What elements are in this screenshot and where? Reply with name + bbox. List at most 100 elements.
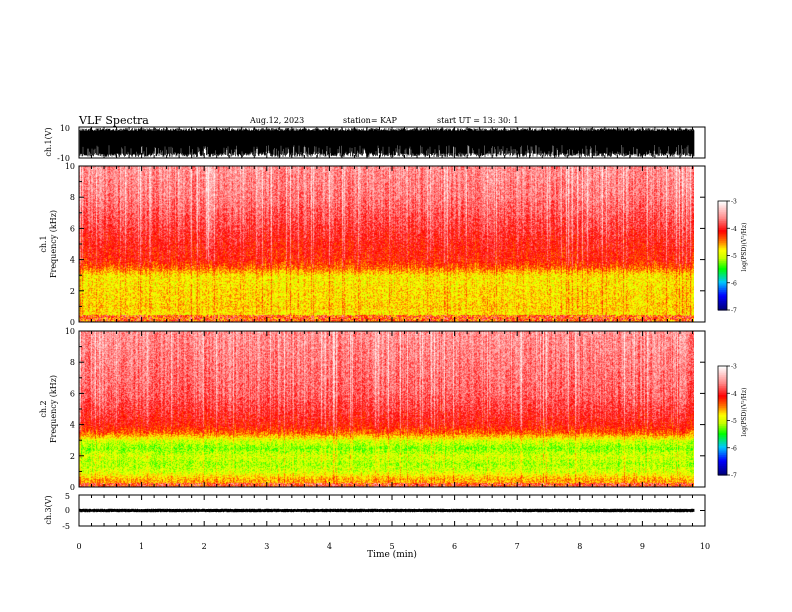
colorbar-segment xyxy=(718,435,727,438)
colorbar-tick-label: -3 xyxy=(731,199,737,206)
colorbar-tick-label: -7 xyxy=(731,308,737,315)
colorbar-segment xyxy=(718,427,727,431)
colorbar-segment xyxy=(718,266,727,269)
colorbar-segment xyxy=(718,393,727,396)
colorbar-segment xyxy=(718,202,727,206)
colorbar-segment xyxy=(718,396,727,400)
colorbar-segment xyxy=(718,422,727,425)
colorbar-segment xyxy=(718,465,727,469)
colorbar-segment xyxy=(718,239,727,242)
colorbar-segment xyxy=(718,431,727,434)
colorbar-segment xyxy=(718,257,727,260)
colorbar-segment xyxy=(718,250,727,253)
colorbar-segment xyxy=(718,201,727,204)
colorbar-segment xyxy=(718,462,727,465)
colorbar-segment xyxy=(718,444,727,447)
ch1-waveform-path xyxy=(79,128,695,157)
colorbar-segment xyxy=(718,385,727,389)
colorbar-segment xyxy=(718,369,727,373)
colorbar-segment xyxy=(718,404,727,407)
colorbar-segment xyxy=(718,402,727,405)
colorbar-segment xyxy=(718,291,727,295)
freq-tick-label: 4 xyxy=(70,256,75,265)
colorbar-segment xyxy=(718,213,727,217)
colorbar-segment xyxy=(718,288,727,291)
colorbar-segment xyxy=(718,219,727,222)
ch3-waveform-path xyxy=(79,508,695,513)
colorbar-segment xyxy=(718,262,727,266)
colorbar-segment xyxy=(718,409,727,413)
colorbar-segment xyxy=(718,230,727,233)
colorbar-segment xyxy=(718,204,727,208)
colorbar-segment xyxy=(718,242,727,246)
colorbar-segment xyxy=(718,398,727,402)
ch2-colorbar-label: log(PSD)(V²/Hz) xyxy=(741,388,748,437)
ch1-ytick-top: 10 xyxy=(60,124,70,133)
time-tick-label: 0 xyxy=(76,542,81,551)
colorbar-segment xyxy=(718,440,727,443)
freq-tick-label: 6 xyxy=(70,389,75,398)
freq-tick-label: 8 xyxy=(70,358,75,367)
colorbar-segment xyxy=(718,299,727,302)
time-tick-label: 9 xyxy=(640,542,645,551)
colorbar-segment xyxy=(718,456,727,460)
colorbar-segment xyxy=(718,215,727,218)
colorbar-segment xyxy=(718,224,727,228)
time-tick-label: 8 xyxy=(577,542,582,551)
colorbar-segment xyxy=(718,206,727,209)
colorbar-segment xyxy=(718,376,727,380)
colorbar-segment xyxy=(718,415,727,418)
colorbar-segment xyxy=(718,268,727,271)
ch2-channel-label: ch.2 xyxy=(39,400,48,417)
ch1-waveform-ylabel: ch.1(V) xyxy=(44,127,53,156)
colorbar-tick-label: -5 xyxy=(731,418,737,425)
colorbar-segment xyxy=(718,280,727,284)
colorbar-segment xyxy=(718,400,727,403)
ch2-colorbar: -3 -4 -5 -6 -7 xyxy=(717,364,737,480)
colorbar-segment xyxy=(718,233,727,237)
time-axis-tick-labels: 0 1 2 3 4 5 6 7 8 9 10 xyxy=(76,542,710,551)
colorbar-segment xyxy=(718,447,727,451)
freq-tick-label: 0 xyxy=(70,483,75,492)
time-tick-label: 2 xyxy=(202,542,207,551)
colorbar-segment xyxy=(718,455,727,458)
colorbar-segment xyxy=(718,302,727,306)
ch1-ytick-bottom: -10 xyxy=(57,154,70,163)
colorbar-segment xyxy=(718,436,727,440)
freq-tick-label: 4 xyxy=(70,421,75,430)
colorbar-tick-label: -3 xyxy=(731,364,737,371)
colorbar-segment xyxy=(718,453,727,456)
colorbar-segment xyxy=(718,304,727,307)
ch2-frequency-label: Frequency (kHz) xyxy=(49,375,58,443)
colorbar-segment xyxy=(718,378,727,382)
colorbar-segment xyxy=(718,273,727,277)
colorbar-segment xyxy=(718,270,727,273)
colorbar-segment xyxy=(718,228,727,231)
colorbar-tick-label: -6 xyxy=(731,445,737,452)
time-tick-label: 6 xyxy=(452,542,457,551)
colorbar-segment xyxy=(718,253,727,257)
colorbar-segment xyxy=(718,449,727,452)
ch3-waveform-trace xyxy=(79,508,695,513)
colorbar-segment xyxy=(718,382,727,385)
colorbar-segment xyxy=(718,380,727,383)
freq-tick-label: 10 xyxy=(65,162,75,171)
colorbar-segment xyxy=(718,405,727,409)
freq-tick-label: 10 xyxy=(65,327,75,336)
colorbar-segment xyxy=(718,373,727,376)
colorbar-segment xyxy=(718,220,727,224)
colorbar-segment xyxy=(718,237,727,240)
colorbar-segment xyxy=(718,420,727,423)
colorbar-segment xyxy=(718,407,727,411)
colorbar-segment xyxy=(718,375,727,378)
colorbar-tick-label: -6 xyxy=(731,280,737,287)
colorbar-segment xyxy=(718,442,727,445)
colorbar-segment xyxy=(718,464,727,467)
colorbar-segment xyxy=(718,308,727,311)
time-tick-label: 1 xyxy=(139,542,144,551)
ch1-colorbar-label: log(PSD)(V²/Hz) xyxy=(741,223,748,272)
colorbar-segment xyxy=(718,226,727,229)
colorbar-segment xyxy=(718,366,727,369)
